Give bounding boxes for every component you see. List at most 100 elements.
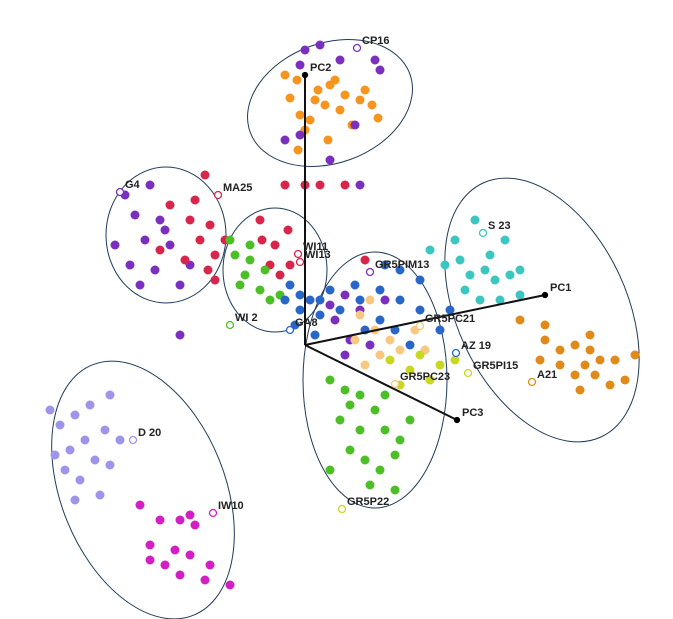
point bbox=[620, 375, 630, 385]
annotation-label: PC1 bbox=[550, 282, 571, 294]
point bbox=[225, 580, 235, 590]
point bbox=[180, 255, 190, 265]
point bbox=[55, 420, 65, 430]
annotation-marker bbox=[415, 321, 425, 331]
point bbox=[203, 265, 213, 275]
point bbox=[325, 300, 335, 310]
point bbox=[235, 280, 245, 290]
point bbox=[175, 570, 185, 580]
point bbox=[580, 360, 590, 370]
annotation-label: GR5PC21 bbox=[425, 313, 475, 325]
annotation-marker bbox=[527, 377, 537, 387]
point bbox=[540, 320, 550, 330]
annotation-marker bbox=[295, 257, 305, 267]
point bbox=[585, 330, 595, 340]
point bbox=[630, 350, 640, 360]
point bbox=[360, 255, 370, 265]
point bbox=[555, 345, 565, 355]
point bbox=[365, 340, 375, 350]
point bbox=[200, 170, 210, 180]
annotation-label: GR5PIM13 bbox=[375, 259, 429, 271]
point bbox=[375, 350, 385, 360]
point bbox=[340, 180, 350, 190]
point bbox=[405, 340, 415, 350]
point bbox=[445, 305, 455, 315]
point bbox=[375, 65, 385, 75]
point bbox=[240, 270, 250, 280]
point bbox=[310, 330, 320, 340]
point bbox=[350, 120, 360, 130]
annotation-marker bbox=[337, 504, 347, 514]
point bbox=[280, 295, 290, 305]
point bbox=[292, 75, 302, 85]
point bbox=[380, 295, 390, 305]
points bbox=[45, 40, 640, 590]
point bbox=[360, 85, 370, 95]
point bbox=[570, 340, 580, 350]
point bbox=[475, 295, 485, 305]
point bbox=[185, 550, 195, 560]
point bbox=[155, 515, 165, 525]
point bbox=[355, 310, 365, 320]
point bbox=[310, 95, 320, 105]
point bbox=[105, 390, 115, 400]
point bbox=[205, 220, 215, 230]
annotation-marker bbox=[451, 348, 461, 358]
annotation-marker bbox=[541, 291, 549, 299]
point bbox=[495, 295, 505, 305]
point bbox=[355, 295, 365, 305]
point bbox=[190, 520, 200, 530]
point bbox=[285, 260, 295, 270]
point bbox=[285, 280, 295, 290]
point bbox=[155, 215, 165, 225]
annotation-label: WI 2 bbox=[235, 312, 258, 324]
cluster-outline bbox=[51, 360, 235, 619]
point bbox=[305, 115, 315, 125]
point bbox=[335, 105, 345, 115]
point bbox=[373, 113, 383, 123]
point bbox=[340, 90, 350, 100]
point bbox=[330, 315, 340, 325]
point bbox=[330, 75, 340, 85]
point bbox=[70, 410, 80, 420]
point bbox=[470, 215, 480, 225]
point bbox=[315, 295, 325, 305]
annotation-label: WI13 bbox=[305, 249, 331, 261]
point bbox=[115, 435, 125, 445]
point bbox=[295, 60, 305, 70]
annotation-label: GR5PI15 bbox=[473, 360, 518, 372]
point bbox=[515, 265, 525, 275]
point bbox=[185, 215, 195, 225]
point bbox=[45, 405, 55, 415]
point bbox=[425, 245, 435, 255]
point bbox=[380, 425, 390, 435]
point bbox=[275, 270, 285, 280]
point bbox=[315, 310, 325, 320]
point bbox=[210, 250, 220, 260]
point bbox=[320, 100, 330, 110]
point bbox=[405, 415, 415, 425]
cluster-outline bbox=[247, 39, 413, 167]
annotation-label: GA8 bbox=[295, 317, 318, 329]
point bbox=[375, 285, 385, 295]
point bbox=[50, 450, 60, 460]
point bbox=[365, 480, 375, 490]
point bbox=[265, 295, 275, 305]
point bbox=[170, 545, 180, 555]
point bbox=[270, 240, 280, 250]
point bbox=[515, 290, 525, 300]
annotation-marker bbox=[301, 71, 309, 79]
point bbox=[85, 400, 95, 410]
point bbox=[465, 270, 475, 280]
point bbox=[293, 145, 303, 155]
point bbox=[460, 285, 470, 295]
point bbox=[390, 485, 400, 495]
point bbox=[190, 195, 200, 205]
annotation-label: S 23 bbox=[488, 220, 511, 232]
point bbox=[300, 45, 310, 55]
point bbox=[90, 455, 100, 465]
point bbox=[365, 295, 375, 305]
